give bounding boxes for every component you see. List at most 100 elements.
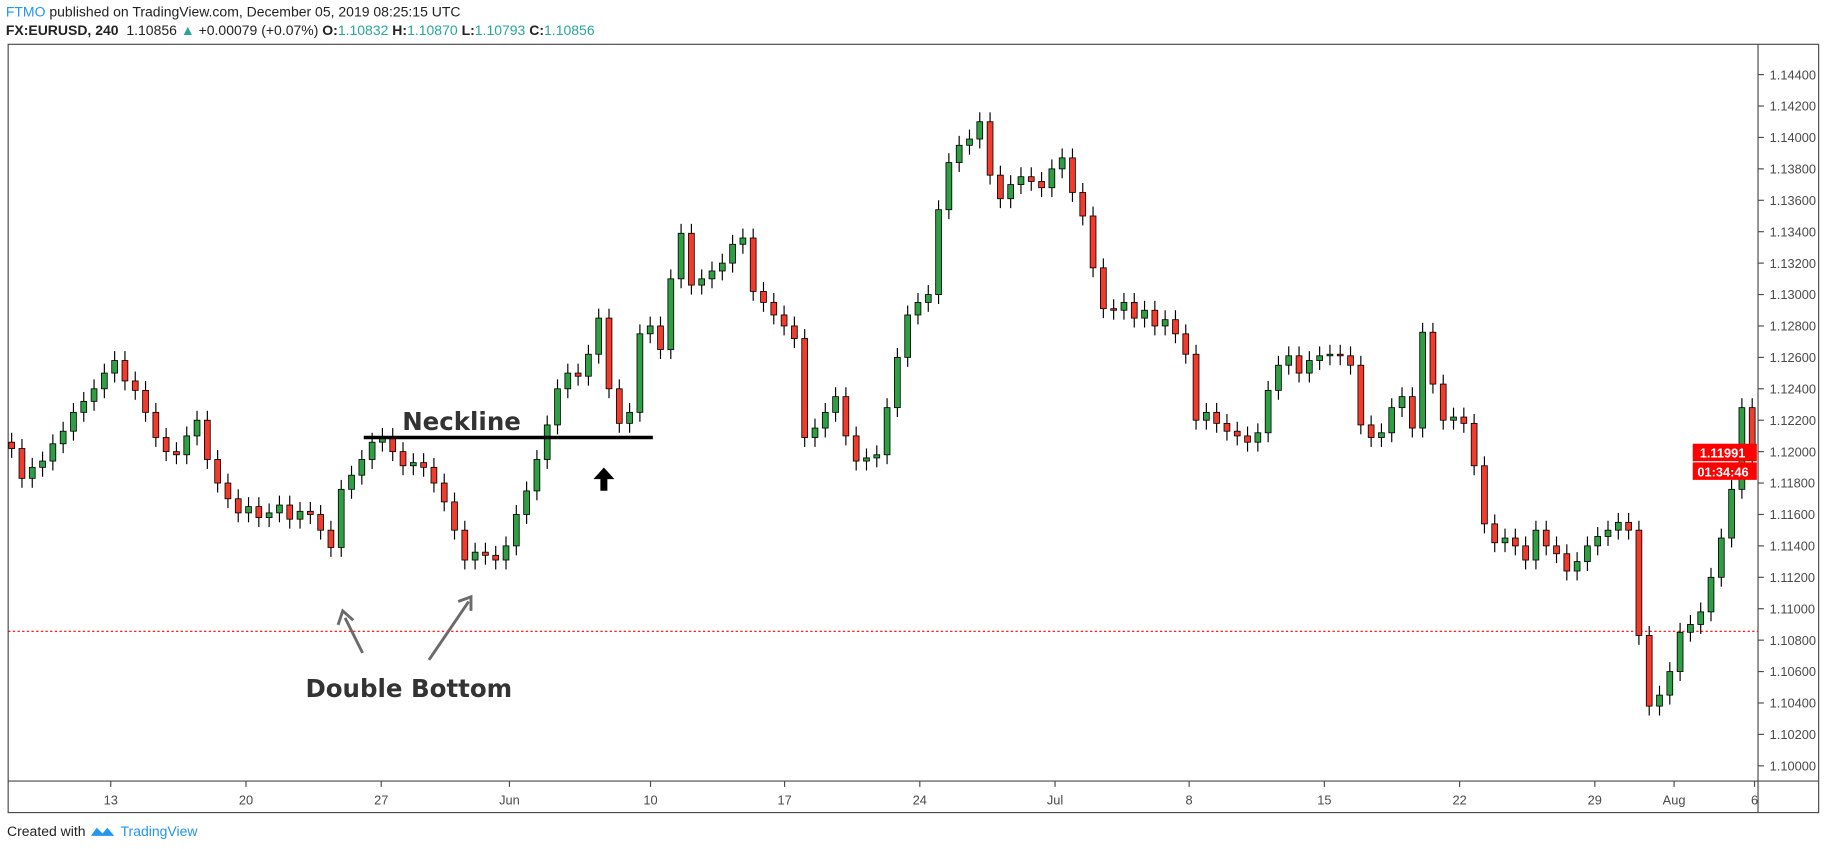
time-tick-label: 27: [374, 792, 388, 807]
countdown-value: 01:34:46: [1697, 464, 1748, 479]
candle: [245, 497, 252, 523]
price-tick-label: 1.11200: [1770, 570, 1815, 585]
candle-body: [49, 443, 57, 462]
candle: [1728, 479, 1735, 548]
candle: [1285, 346, 1293, 375]
candle-body: [471, 551, 479, 561]
candle-body: [420, 462, 427, 468]
candle: [1213, 402, 1220, 433]
candle-body: [461, 529, 469, 561]
candle: [1120, 292, 1128, 320]
candle: [1316, 346, 1323, 370]
candle: [945, 153, 953, 220]
candle-body: [1151, 309, 1159, 327]
candle-body: [1254, 432, 1262, 443]
candle-body: [1357, 364, 1365, 426]
last-price-label: 1.11991 01:34:46: [1692, 443, 1757, 480]
candle-body: [183, 435, 191, 456]
time-tick-label: 20: [239, 792, 253, 807]
candle-body: [162, 437, 170, 453]
time-tick-label: Jul: [1047, 792, 1063, 807]
candle-body: [276, 504, 283, 514]
candle-body: [615, 388, 623, 424]
candle-body: [348, 474, 355, 490]
candle: [430, 457, 438, 493]
candle: [1182, 324, 1190, 364]
candle: [791, 316, 798, 348]
candle-body: [924, 294, 932, 303]
candle-body: [1079, 192, 1087, 217]
price-tick-label: 1.13600: [1770, 193, 1816, 208]
candle-body: [1573, 561, 1581, 572]
candle-body: [811, 427, 819, 438]
neckline-label: Neckline: [402, 407, 521, 436]
candle-body: [523, 490, 530, 515]
candle: [409, 453, 417, 476]
candle-body: [1048, 168, 1056, 189]
candle-body: [1511, 537, 1519, 547]
time-axis[interactable]: 13 20 27 Jun 10 17 24 Jul 8 15 22 29 Aug 6: [104, 781, 1758, 807]
price-axis[interactable]: 1.14400 1.14200 1.14000 1.13800 1.13600 1.134…: [1758, 67, 1816, 773]
candle-body: [286, 504, 294, 520]
candle-body: [440, 482, 448, 503]
candle-body: [1007, 184, 1014, 200]
tradingview-link[interactable]: TradingView: [120, 823, 198, 840]
price-tick-label: 1.11400: [1770, 539, 1815, 554]
price-tick-label: 1.11800: [1770, 476, 1815, 491]
candle-body: [976, 121, 984, 140]
candle: [1429, 322, 1437, 394]
price-tick-label: 1.10400: [1770, 696, 1816, 711]
candle-body: [688, 232, 695, 286]
close-label: C:: [529, 22, 545, 39]
candle-body: [677, 232, 685, 280]
candle: [358, 450, 366, 485]
candle: [595, 308, 603, 364]
candle-body: [1275, 364, 1282, 391]
double-bottom-arrows: [336, 594, 473, 661]
publisher-link[interactable]: FTMO: [5, 3, 46, 20]
candle-body: [1450, 416, 1457, 421]
candle-body: [409, 462, 417, 467]
time-tick-label: 24: [913, 792, 927, 807]
candle: [1264, 380, 1272, 443]
candle: [1614, 512, 1622, 540]
candle: [523, 481, 530, 524]
candle-body: [791, 325, 798, 339]
candle-body: [1326, 353, 1334, 357]
candle: [152, 402, 160, 447]
candle: [214, 450, 221, 493]
candle-body: [8, 441, 15, 449]
candle: [955, 135, 963, 173]
candle: [379, 428, 386, 452]
candle-body: [1584, 545, 1591, 563]
candle: [1419, 322, 1426, 438]
candle-body: [1182, 333, 1190, 355]
price-change: +0.00079 (+0.07%): [198, 22, 319, 39]
candle-body: [1542, 529, 1550, 547]
candle-body: [1439, 383, 1447, 421]
candle-body: [667, 278, 675, 350]
candle: [780, 305, 788, 336]
candlestick-chart[interactable]: 1.14400 1.14200 1.14000 1.13800 1.13600 1.134…: [0, 0, 1828, 816]
candle: [894, 347, 901, 418]
candle-body: [80, 400, 88, 413]
candle: [224, 473, 232, 509]
candle-body: [193, 419, 201, 437]
candle: [739, 228, 747, 254]
candle-body: [749, 237, 757, 292]
candle: [492, 545, 500, 570]
candle-body: [1687, 624, 1694, 633]
candle: [986, 112, 994, 185]
candle: [18, 439, 26, 488]
candle-body: [863, 457, 870, 462]
candle: [183, 426, 191, 465]
candle-body: [1244, 435, 1251, 443]
candle-body: [945, 162, 953, 211]
candle-body: [636, 333, 644, 413]
candle: [131, 371, 139, 400]
candle: [543, 415, 551, 469]
candle-body: [255, 506, 263, 519]
candle: [1058, 148, 1066, 179]
candle-body: [307, 510, 314, 515]
